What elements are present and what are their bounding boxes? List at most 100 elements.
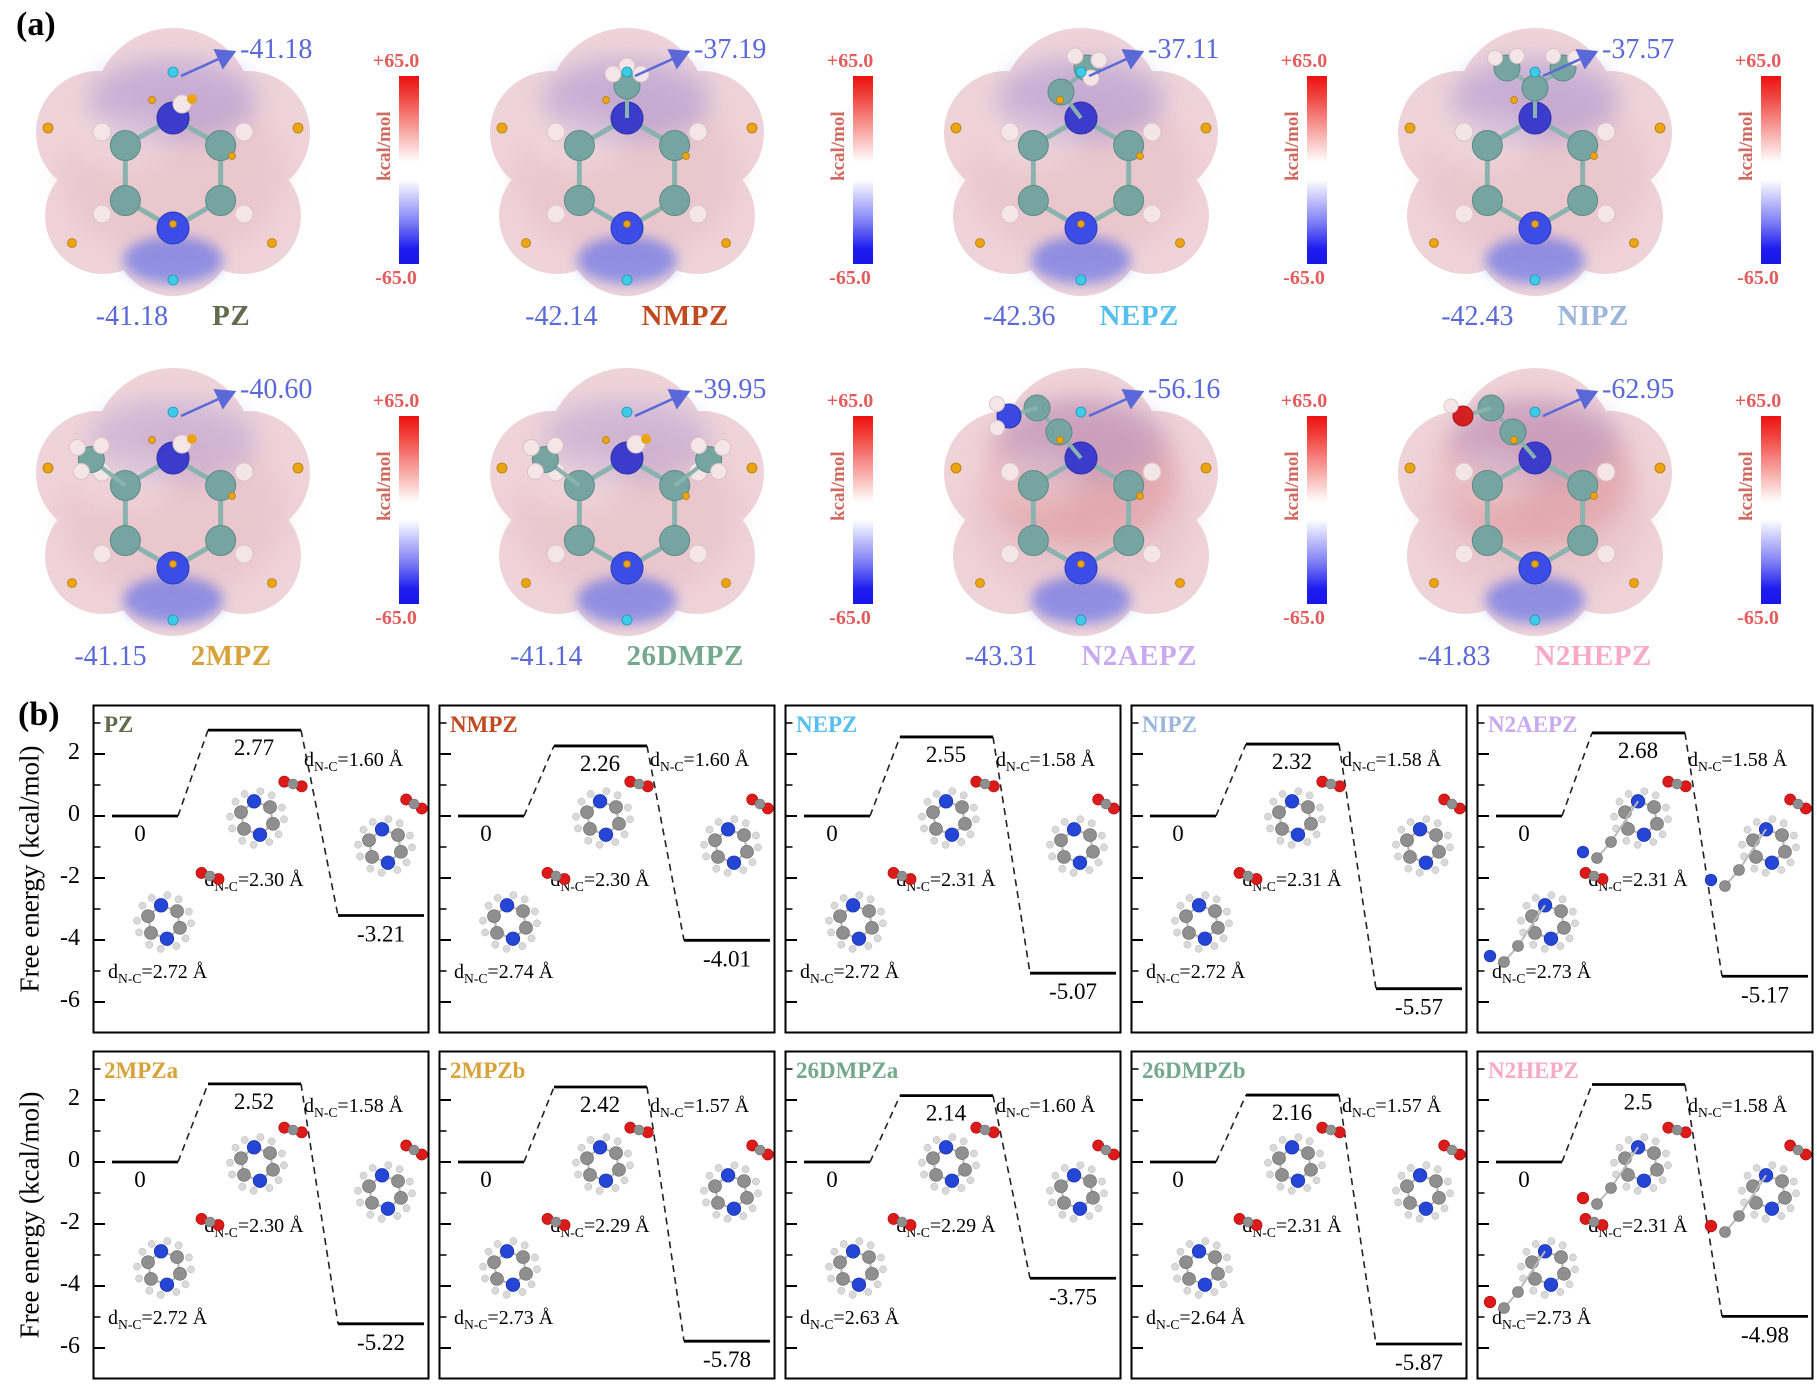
esp-molecule-cell: -56.16 -43.31 N2AEPZ +65.0 kcal/mol -65.… <box>908 346 1362 674</box>
svg-text:0: 0 <box>480 821 492 846</box>
colorbar-body: kcal/mol <box>1736 416 1781 604</box>
svg-text:2.14: 2.14 <box>926 1101 967 1126</box>
colorbar-gradient <box>1306 76 1327 264</box>
molecule-cluster <box>1704 1161 1800 1238</box>
colorbar-max-label: +65.0 <box>826 390 874 412</box>
esp-surface-area: -37.11 -42.36 NEPZ <box>908 6 1254 334</box>
plot-border <box>438 1050 776 1380</box>
colorbar: +65.0 kcal/mol -65.0 <box>800 390 900 674</box>
colorbar: +65.0 kcal/mol -65.0 <box>346 50 446 334</box>
energy-level-labels: 0 2.32 -5.57 <box>1172 749 1443 1020</box>
diagram-title: N2HEPZ <box>1488 1058 1579 1083</box>
colorbar-body: kcal/mol <box>1282 416 1327 604</box>
svg-text:-5.17: -5.17 <box>1741 982 1789 1007</box>
y-tick-label: -2 <box>60 1209 80 1235</box>
esp-surface-plot: -37.19 <box>490 28 766 296</box>
diagram-title: NEPZ <box>796 712 857 737</box>
molecule-cluster <box>479 1237 541 1299</box>
esp-surface-plot: -56.16 <box>944 368 1220 636</box>
colorbar-min-label: -65.0 <box>1737 607 1779 629</box>
esp-annotation-arrow <box>1088 48 1145 78</box>
colorbar: +65.0 kcal/mol -65.0 <box>1708 390 1808 674</box>
y-axis-ticks <box>440 722 451 1003</box>
svg-text:2.77: 2.77 <box>234 735 274 760</box>
energy-levels <box>458 1085 770 1343</box>
plot-border <box>92 1050 430 1380</box>
hydrogen-atoms <box>1000 122 1162 224</box>
svg-text:0: 0 <box>1518 821 1530 846</box>
colorbar-unit-label: kcal/mol <box>373 111 395 181</box>
d-nc-product-label: dN-C=1.60 Å <box>650 749 750 774</box>
surface-extrema-dots <box>950 406 1212 626</box>
colorbar: +65.0 kcal/mol -65.0 <box>346 390 446 674</box>
molecule-cluster <box>1046 1161 1108 1223</box>
y-tick-label: 0 <box>68 801 80 827</box>
svg-text:0: 0 <box>134 1167 146 1192</box>
molecule-cluster <box>1264 1133 1326 1195</box>
esp-annotation-arrow <box>634 48 691 78</box>
d-nc-product-label: dN-C=1.58 Å <box>1342 749 1442 774</box>
molecule-name-label: 2MPZ <box>190 640 272 672</box>
energy-levels <box>1150 1093 1462 1346</box>
y-axis-ticks <box>1132 722 1143 1003</box>
esp-caption-row: -42.14 NMPZ <box>454 300 800 333</box>
molecule-cluster <box>825 891 887 953</box>
esp-caption-row: -42.43 NIPZ <box>1362 300 1708 333</box>
svg-text:2.32: 2.32 <box>1272 749 1312 774</box>
colorbar-min-label: -65.0 <box>829 267 871 289</box>
d-nc-reactant-label: dN-C=2.72 Å <box>108 1307 208 1332</box>
y-axis-ticks <box>94 1068 105 1349</box>
molecule-cluster <box>1392 1161 1454 1223</box>
esp-annotation-arrow <box>634 388 691 418</box>
energy-level-labels: 0 2.68 -5.17 <box>1518 738 1789 1007</box>
esp-caption-row: -41.83 N2HEPZ <box>1362 640 1708 673</box>
molecule-cluster <box>133 891 195 953</box>
colorbar-min-label: -65.0 <box>1283 267 1325 289</box>
colorbar-gradient <box>1760 76 1781 264</box>
colorbar-unit-label: kcal/mol <box>1281 451 1303 521</box>
svg-text:-5.87: -5.87 <box>1395 1350 1443 1375</box>
esp-surface-area: -40.60 -41.15 2MPZ <box>0 346 346 674</box>
esp-annotation-arrow <box>1542 388 1599 418</box>
diagram-title: 2MPZa <box>104 1058 179 1083</box>
plot-border <box>784 704 1122 1034</box>
molecule-cluster <box>1576 787 1672 864</box>
y-tick-label: -2 <box>60 863 80 889</box>
colorbar-body: kcal/mol <box>374 416 419 604</box>
esp-molecule-cell: -41.18 -41.18 PZ +65.0 kcal/mol -65.0 <box>0 6 454 334</box>
molecule-cluster <box>479 891 541 953</box>
d-nc-product-label: dN-C=1.58 Å <box>304 1095 404 1120</box>
energy-levels <box>1496 1083 1808 1318</box>
y-tick-label: -4 <box>60 925 80 951</box>
svg-text:-5.07: -5.07 <box>1049 979 1097 1004</box>
d-nc-reactant-label: dN-C=2.73 Å <box>454 1307 554 1332</box>
d-nc-reactant-label: dN-C=2.72 Å <box>800 961 900 986</box>
surface-extrema-dots <box>42 66 304 286</box>
esp-min-value: -41.15 <box>74 641 147 672</box>
y-tick-label: -6 <box>60 1333 80 1359</box>
y-axis: Free energy (kcal/mol) 2 0 -2 -4 -6 <box>0 704 84 1034</box>
colorbar-unit-label: kcal/mol <box>1281 111 1303 181</box>
y-tick-label: 2 <box>68 1085 80 1111</box>
molecule-cluster <box>1576 1133 1672 1210</box>
esp-min-value: -43.31 <box>964 641 1038 672</box>
d-nc-product-label: dN-C=1.58 Å <box>1688 749 1788 774</box>
ball-stick-molecule <box>1000 47 1162 245</box>
d-nc-reactant-label: dN-C=2.73 Å <box>1492 961 1592 986</box>
svg-text:0: 0 <box>134 821 146 846</box>
molecule-cluster <box>1264 787 1326 849</box>
surface-extrema-dots <box>496 406 758 626</box>
surface-extrema-dots <box>496 66 758 286</box>
ball-stick-molecule <box>68 434 254 585</box>
energy-diagram-row: Free energy (kcal/mol) 2 0 -2 -4 -6 2MPZa 0 2.52… <box>0 1050 1817 1380</box>
colorbar-gradient <box>852 76 873 264</box>
molecule-cluster <box>1483 1237 1579 1314</box>
d-nc-product-label: dN-C=1.58 Å <box>1688 1095 1788 1120</box>
esp-surface-plot: -62.95 <box>1398 368 1674 636</box>
surface-extrema-dots <box>1404 406 1666 626</box>
d-nc-product-label: dN-C=1.57 Å <box>1342 1095 1442 1120</box>
